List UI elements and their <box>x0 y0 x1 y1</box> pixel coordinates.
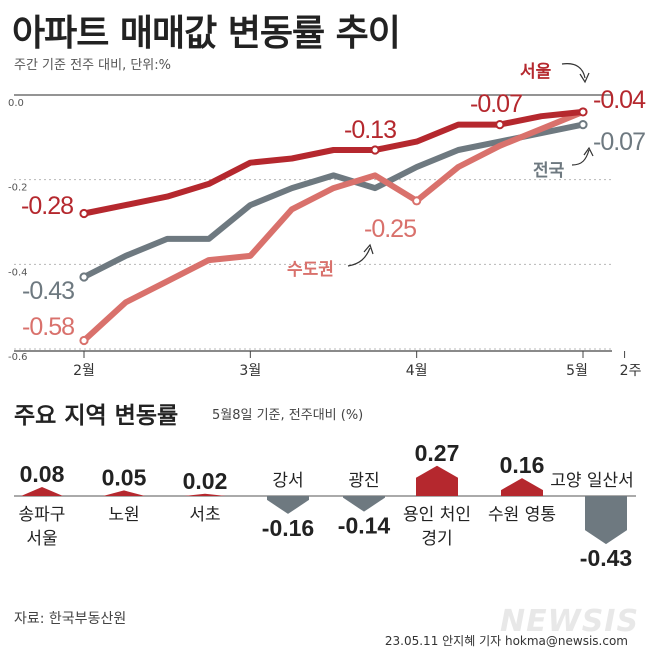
increase-bar <box>501 478 543 496</box>
x-tick-label: 3월 <box>239 363 261 379</box>
bar-value-label: 0.08 <box>20 461 65 487</box>
seoul-pointer-arrow <box>561 63 586 79</box>
seoul-marker <box>495 120 505 130</box>
capital-marker <box>79 335 89 346</box>
increase-bar <box>184 493 226 496</box>
seoul-marker <box>578 107 588 117</box>
seoul-value-label: -0.04 <box>593 86 646 114</box>
capital-pointer-arrowhead <box>363 243 374 255</box>
regional-section-title: 주요 지역 변동률 <box>14 403 179 429</box>
bar-category-label: 서울 <box>26 529 57 549</box>
bar-value-label: 0.16 <box>500 452 545 478</box>
decrease-bar <box>267 496 309 514</box>
capital-pointer-arrow <box>347 247 371 267</box>
x-tick-label: 2월 <box>73 363 95 379</box>
decrease-bar <box>343 496 385 512</box>
y-tick-label: -0.6 <box>8 352 28 363</box>
capital-series-label: 수도권 <box>287 260 334 280</box>
increase-bar <box>21 487 63 496</box>
bar-category-label: 강서 <box>272 471 303 491</box>
chart-title: 아파트 매매값 변동률 추이 <box>12 13 401 54</box>
data-source: 자료: 한국부동산원 <box>14 611 127 627</box>
bar-category-label: 고양 일산서 <box>550 471 634 491</box>
bar-value-label: 0.05 <box>102 464 147 490</box>
nationwide-marker <box>578 120 588 130</box>
bar-value-label: -0.14 <box>338 513 391 539</box>
nationwide-series-line <box>81 121 586 280</box>
seoul-marker <box>370 145 380 155</box>
seoul-value-label: -0.13 <box>344 116 396 144</box>
x-tick-label: 2주 <box>620 363 642 379</box>
seoul-value-label: -0.28 <box>21 192 73 220</box>
nationwide-marker <box>79 272 89 282</box>
seoul-series-label: 서울 <box>520 62 552 82</box>
bar-value-label: -0.16 <box>262 515 314 541</box>
bar-value-label: -0.43 <box>580 545 632 571</box>
y-tick-label: -0.2 <box>8 183 28 194</box>
bar-category-label: 광진 <box>348 471 379 491</box>
chart-subtitle: 주간 기준 전주 대비, 단위:% <box>14 58 171 73</box>
decrease-bar <box>585 496 627 545</box>
capital-series-line <box>81 108 586 344</box>
bar-category-label: 경기 <box>421 529 452 549</box>
increase-bar <box>416 465 458 496</box>
y-tick-label: 0.0 <box>8 98 24 109</box>
bar-category-label: 서초 <box>189 505 220 525</box>
capital-marker <box>412 196 422 206</box>
x-tick-label: 4월 <box>406 363 428 379</box>
seoul-marker <box>79 208 89 219</box>
seoul-value-label: -0.07 <box>470 90 522 118</box>
line-chart: 0.0 -0.2 -0.4 -0.6 2월 3월 4월 5월 2주 -0.28 -0.13 -0.07… <box>8 62 647 379</box>
x-tick-label: 5월 <box>566 363 588 379</box>
bar-category-label: 용인 처인 <box>403 505 471 525</box>
bar-value-label: 0.27 <box>415 440 460 466</box>
bar-category-label: 송파구 <box>19 505 66 525</box>
increase-bar <box>103 490 145 496</box>
seoul-pointer-arrowhead <box>579 72 590 84</box>
bar-category-label: 노원 <box>108 505 139 525</box>
nationwide-value-label: -0.43 <box>22 277 74 305</box>
capital-value-label: -0.25 <box>364 215 416 243</box>
nationwide-pointer-arrow <box>571 149 590 166</box>
bar-category-label: 수원 영통 <box>488 505 556 525</box>
nationwide-value-label: -0.07 <box>593 128 645 156</box>
capital-value-label: -0.58 <box>22 313 74 341</box>
nationwide-pointer-arrowhead <box>583 146 594 157</box>
newsis-watermark: NEWSIS <box>500 604 640 639</box>
y-tick-label: -0.4 <box>8 267 28 278</box>
regional-section-note: 5월8일 기준, 전주대비 (%) <box>212 408 364 423</box>
plot-area <box>84 95 589 349</box>
bar-value-label: 0.02 <box>183 468 228 494</box>
nationwide-series-label: 전국 <box>533 161 565 181</box>
credit-line: 23.05.11 안지혜 기자 hokma@newsis.com <box>384 634 628 648</box>
